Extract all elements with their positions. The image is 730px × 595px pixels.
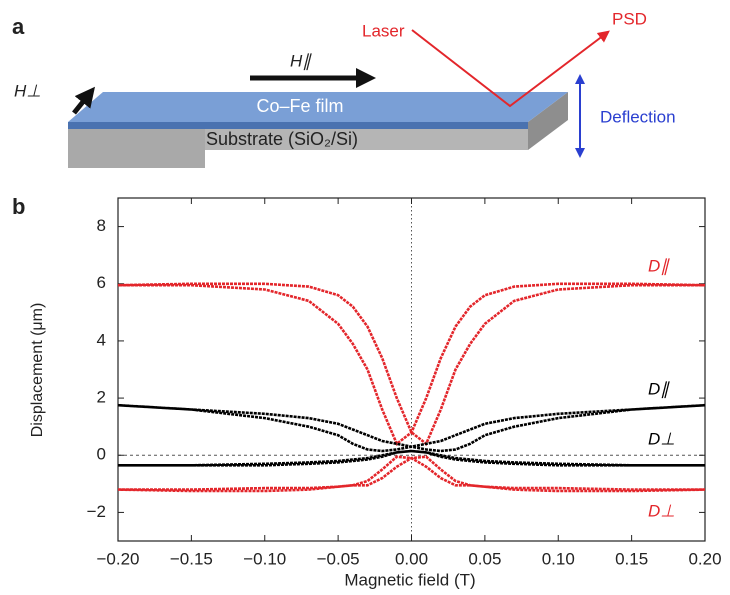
x-tick-label: −0.20 <box>96 549 139 568</box>
y-tick-label: 8 <box>97 216 106 235</box>
x-axis-label: Magnetic field (T) <box>344 570 475 589</box>
film-label: Co–Fe film <box>256 96 343 116</box>
series-line <box>117 282 706 446</box>
film-edge <box>68 122 528 129</box>
series-label: D⊥ <box>648 429 675 448</box>
substrate-front <box>68 128 205 168</box>
panel-label: a <box>12 14 25 39</box>
y-tick-label: 6 <box>97 273 106 292</box>
x-tick-label: −0.05 <box>317 549 360 568</box>
series-line <box>118 449 705 467</box>
series-line <box>117 455 706 493</box>
x-tick-label: 0.10 <box>542 549 575 568</box>
x-tick-label: 0.20 <box>688 549 721 568</box>
laser-label: Laser <box>362 21 405 40</box>
x-tick-label: 0.05 <box>468 549 501 568</box>
y-tick-label: 4 <box>97 330 106 349</box>
y-tick-label: 2 <box>97 388 106 407</box>
x-tick-label: 0.15 <box>615 549 648 568</box>
deflection-label: Deflection <box>600 107 676 126</box>
y-tick-label: 0 <box>97 445 106 464</box>
psd-label: PSD <box>612 9 647 28</box>
y-axis-label: Displacement (μm) <box>29 303 46 438</box>
panel-label: b <box>12 194 25 219</box>
series-label: D∥ <box>648 379 670 398</box>
y-tick-label: −2 <box>87 502 106 521</box>
series-line <box>117 403 706 453</box>
substrate-front <box>205 128 528 150</box>
h-perp-arrow <box>72 86 95 115</box>
h-parallel-label: H∥ <box>290 51 312 70</box>
x-tick-label: 0.00 <box>395 549 428 568</box>
substrate-side <box>528 92 568 150</box>
film-top <box>68 92 568 122</box>
series-label: D∥ <box>648 256 670 275</box>
laser-path <box>411 29 610 108</box>
h-perp-label: H⊥ <box>14 81 41 100</box>
substrate-label: Substrate (SiO₂/Si) <box>206 129 358 149</box>
x-tick-label: −0.10 <box>243 549 286 568</box>
x-tick-label: −0.15 <box>170 549 213 568</box>
series-label: D⊥ <box>648 501 675 520</box>
chart: −0.20 −0.15 −0.10 −0.05 0.00 0.05 0.10 0.15 0.20… <box>87 197 722 568</box>
